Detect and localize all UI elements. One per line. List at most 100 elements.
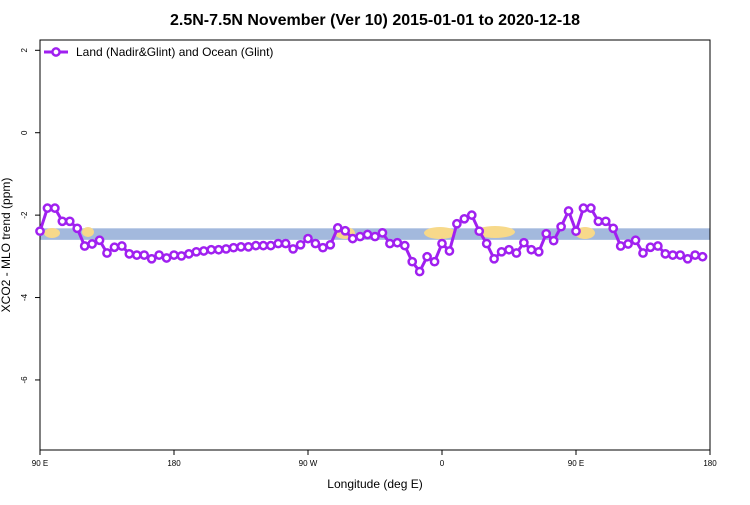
data-point: [414, 266, 425, 277]
data-point: [623, 239, 633, 249]
data-point: [667, 250, 678, 260]
data-point: [213, 244, 224, 255]
data-point: [221, 244, 231, 254]
land-shapes: [44, 226, 595, 239]
data-point: [548, 235, 559, 246]
data-point: [630, 235, 641, 246]
data-point: [399, 240, 410, 251]
data-point: [109, 242, 120, 253]
data-point: [608, 223, 619, 234]
data-point: [265, 240, 276, 251]
y-tick-label: -2: [20, 211, 29, 219]
data-point: [50, 203, 60, 213]
x-axis-label: Longitude (deg E): [327, 477, 422, 491]
land: [82, 227, 94, 237]
data-point: [325, 239, 336, 250]
x-tick-label: 0: [440, 459, 445, 468]
y-tick-label: -6: [20, 376, 29, 384]
data-point: [586, 203, 596, 213]
data-point: [124, 249, 135, 259]
data-point: [161, 253, 172, 263]
data-point: [600, 216, 611, 227]
data-point: [645, 242, 656, 253]
y-tick-label: 2: [20, 48, 29, 53]
data-point: [481, 238, 492, 249]
data-point: [57, 216, 68, 227]
land: [44, 228, 60, 238]
data-point: [653, 241, 663, 251]
data-point: [407, 256, 418, 267]
data-point: [169, 250, 179, 260]
data-point: [452, 218, 462, 229]
data-point: [496, 246, 507, 257]
x-tick-label: 90 E: [568, 459, 584, 468]
chart-title: 2.5N-7.5N November (Ver 10) 2015-01-01 t…: [170, 12, 580, 29]
data-point: [198, 246, 209, 256]
data-point: [236, 242, 246, 252]
data-point: [578, 203, 589, 213]
data-point: [94, 235, 105, 246]
data-point: [437, 238, 447, 249]
data-point: [519, 237, 529, 248]
data-point: [184, 249, 194, 259]
land: [475, 226, 515, 238]
data-point: [355, 231, 365, 242]
data-point: [72, 223, 83, 234]
data-point: [392, 237, 403, 248]
data-point: [176, 251, 187, 261]
data-point: [131, 250, 142, 260]
data-point: [504, 244, 514, 255]
data-point: [332, 223, 343, 233]
y-axis-label: XCO2 - MLO trend (ppm): [0, 178, 13, 313]
data-point: [310, 238, 321, 249]
data-point: [340, 225, 351, 236]
data-point: [541, 228, 552, 239]
data-point: [444, 246, 455, 256]
data-point: [362, 229, 373, 240]
x-tick-label: 180: [167, 459, 181, 468]
data-point: [79, 241, 90, 251]
x-tick-label: 180: [703, 459, 717, 468]
data-point: [563, 206, 574, 216]
data-point: [556, 221, 566, 232]
data-point: [146, 253, 157, 264]
data-point: [273, 238, 284, 249]
land: [424, 227, 456, 239]
data-point: [228, 242, 239, 253]
data-point: [251, 240, 261, 251]
data-point: [154, 250, 164, 260]
data-point: [258, 240, 269, 251]
data-point: [615, 241, 626, 251]
legend-label: Land (Nadir&Glint) and Ocean (Glint): [76, 45, 273, 59]
data-point: [102, 248, 112, 258]
data-point: [526, 244, 537, 255]
x-tick-label: 90 W: [299, 459, 318, 468]
data-point: [533, 246, 544, 257]
data-point: [571, 226, 581, 237]
data-point: [35, 226, 45, 237]
data-point: [191, 246, 202, 257]
data-point: [206, 244, 217, 255]
data-point: [295, 239, 306, 250]
data-point: [593, 216, 604, 227]
data-point: [347, 233, 358, 244]
data-point: [385, 238, 395, 249]
data-point: [660, 249, 671, 259]
legend-marker: [51, 47, 61, 57]
data-point: [422, 251, 432, 262]
data-point: [87, 239, 97, 249]
data-point: [682, 253, 693, 264]
y-tick-label: -4: [20, 293, 29, 301]
data-point: [489, 253, 499, 264]
plot-frame: [39, 39, 711, 451]
data-point: [303, 233, 313, 244]
x-tick-label: 90 E: [32, 459, 48, 468]
data-point: [64, 216, 75, 227]
data-point: [117, 241, 127, 251]
data-point: [280, 238, 291, 249]
data-point: [288, 244, 298, 254]
data-point: [511, 248, 522, 258]
data-point: [318, 242, 328, 253]
data-point: [459, 213, 470, 224]
